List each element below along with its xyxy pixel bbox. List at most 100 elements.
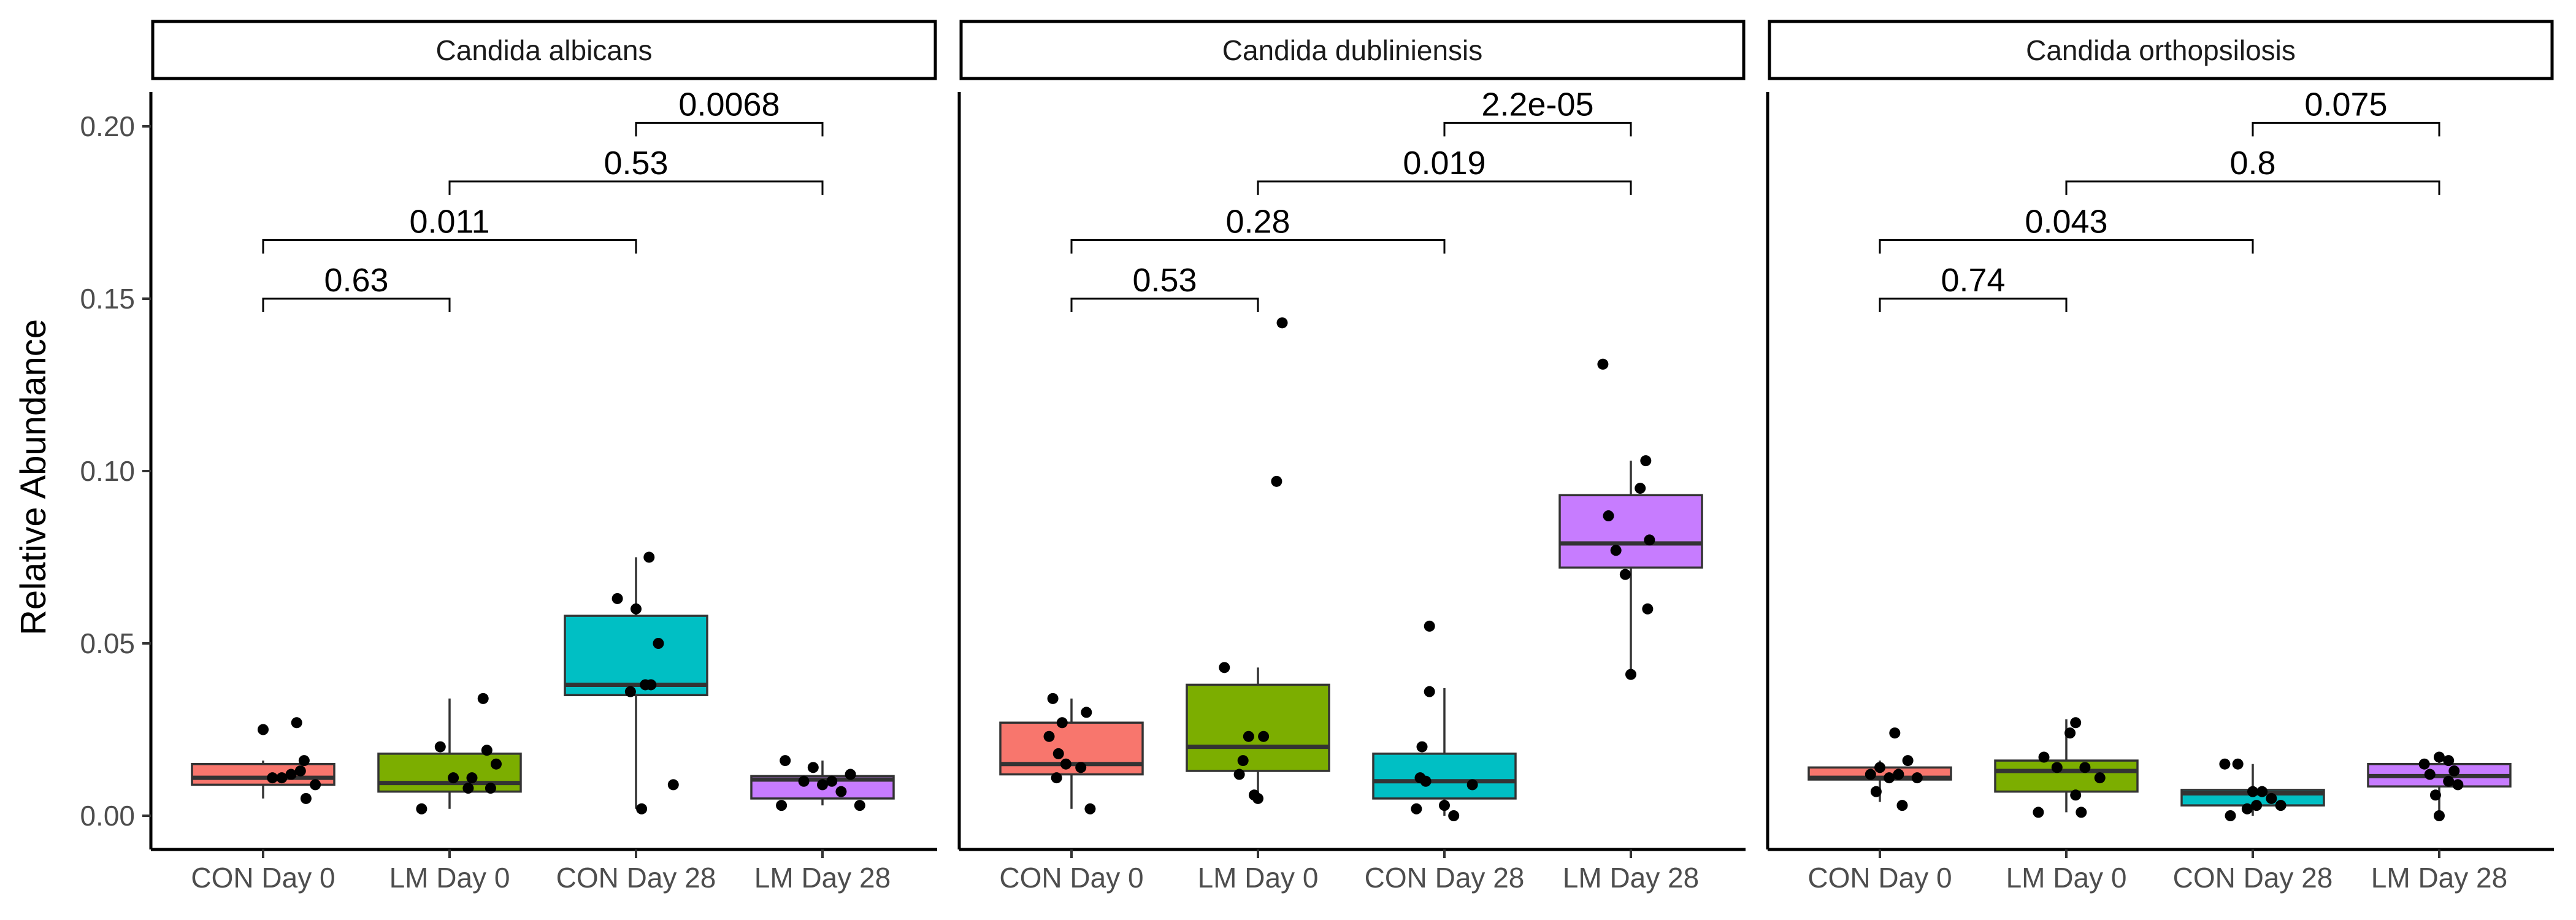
data-point: [1625, 669, 1636, 680]
data-point: [835, 786, 847, 797]
data-point: [1075, 762, 1087, 773]
box-group: [1558, 461, 1703, 675]
box: [999, 721, 1144, 776]
data-point: [2266, 792, 2277, 804]
y-tick-label: 0.05: [80, 627, 135, 659]
comparison-bracket: 0.019: [1257, 145, 1632, 195]
comparison-bracket: 0.0068: [635, 86, 824, 137]
y-tick-label: 0.10: [80, 455, 135, 487]
data-point: [1439, 800, 1450, 811]
x-tick-label: LM Day 28: [1563, 862, 1699, 894]
bracket-line: [1070, 297, 1259, 312]
data-point: [1047, 692, 1059, 704]
comparison-bracket: 0.28: [1070, 203, 1446, 254]
facet-title: Candida orthopsilosis: [2026, 34, 2296, 66]
data-point: [1870, 786, 1882, 797]
data-point: [2424, 769, 2436, 780]
data-point: [2241, 803, 2253, 815]
x-tick-label: CON Day 28: [2173, 862, 2333, 894]
data-point: [1060, 758, 1071, 770]
data-point: [1644, 534, 1655, 546]
data-point: [1896, 800, 1908, 811]
data-point: [1043, 730, 1055, 742]
data-point: [1642, 603, 1654, 615]
p-value-label: 2.2e-05: [1481, 86, 1593, 123]
facet-strip: [1768, 20, 2554, 80]
data-point: [258, 724, 269, 735]
box-group: [191, 761, 335, 799]
x-tick-label: CON Day 28: [1365, 862, 1525, 894]
data-point: [1874, 762, 1885, 773]
x-tick-label: LM Day 28: [2371, 862, 2507, 894]
box: [1994, 759, 2139, 793]
facet-strip: [959, 20, 1746, 80]
p-value-label: 0.28: [1225, 203, 1290, 240]
data-point: [2225, 810, 2236, 821]
p-value-label: 0.075: [2304, 86, 2387, 123]
data-point: [1052, 748, 1064, 759]
data-point: [2094, 772, 2106, 784]
p-value-label: 0.53: [604, 145, 668, 182]
comparison-bracket: 0.043: [1879, 203, 2254, 254]
data-point: [1233, 769, 1245, 780]
data-point: [2452, 779, 2464, 791]
x-tick-label: CON Day 0: [191, 862, 335, 894]
data-point: [294, 765, 306, 776]
comparison-bracket: 0.53: [448, 145, 824, 195]
data-point: [1911, 772, 1923, 784]
x-tick-label: LM Day 0: [389, 862, 510, 894]
bracket-line: [262, 239, 637, 254]
data-point: [2448, 765, 2460, 776]
data-point: [477, 692, 489, 704]
facet-panel: Candida albicans 0.00 0.05 0.10 0.15 0.20 CON …: [80, 20, 937, 894]
data-point: [1466, 779, 1478, 791]
comparison-bracket: 0.63: [262, 262, 451, 312]
data-point: [2256, 786, 2268, 797]
data-point: [491, 758, 502, 770]
data-point: [267, 772, 278, 784]
comparison-bracket: 2.2e-05: [1443, 86, 1632, 137]
box-group: [377, 698, 522, 809]
data-point: [462, 783, 474, 794]
p-value-label: 0.011: [409, 203, 489, 240]
box: [1372, 753, 1517, 800]
data-point: [1420, 775, 1432, 787]
data-point: [631, 603, 642, 615]
data-point: [1448, 810, 1460, 821]
data-point: [1411, 803, 1422, 815]
data-point: [485, 783, 496, 794]
x-tick-label: LM Day 0: [1198, 862, 1319, 894]
box-group: [1372, 688, 1517, 816]
data-point: [1610, 545, 1622, 556]
data-point: [1219, 662, 1230, 673]
data-point: [1252, 792, 1263, 804]
data-point: [780, 755, 791, 767]
box: [377, 753, 522, 793]
data-point: [2418, 758, 2430, 770]
data-point: [481, 745, 493, 756]
data-point: [1276, 317, 1288, 329]
bracket-line: [262, 297, 451, 312]
comparison-bracket: 0.74: [1879, 262, 2068, 312]
data-point: [2064, 727, 2076, 739]
data-point: [2429, 789, 2441, 801]
bracket-line: [2252, 121, 2440, 137]
data-point: [2251, 800, 2263, 811]
y-tick-label: 0.20: [80, 110, 135, 142]
data-point: [624, 686, 636, 697]
data-point: [611, 592, 623, 604]
data-point: [653, 638, 664, 649]
data-point: [2434, 810, 2445, 821]
data-point: [1635, 483, 1646, 494]
box: [1186, 683, 1330, 772]
x-tick-label: CON Day 0: [999, 862, 1143, 894]
data-point: [285, 769, 297, 780]
data-point: [1416, 741, 1428, 753]
p-value-label: 0.53: [1132, 262, 1197, 299]
bracket-line: [1257, 180, 1632, 195]
data-point: [291, 717, 302, 729]
x-tick-label: CON Day 0: [1807, 862, 1952, 894]
data-point: [2219, 758, 2231, 770]
bracket-line: [1879, 239, 2254, 254]
y-tick-label: 0.00: [80, 800, 135, 832]
